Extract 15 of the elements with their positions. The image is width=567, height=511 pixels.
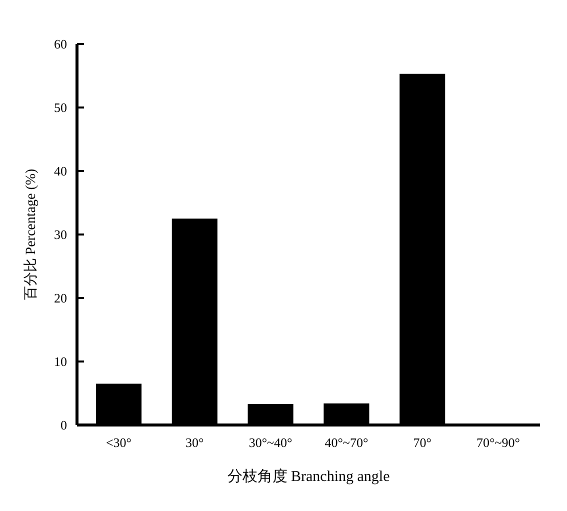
y-tick-label: 20 — [54, 290, 67, 306]
x-tick-label: 70°~90° — [476, 435, 520, 450]
x-axis-title: 分枝角度 Branching angle — [227, 468, 390, 485]
y-axis-title: 百分比 Percentage (%) — [23, 168, 39, 300]
x-tick-label: 40°~70° — [324, 435, 368, 450]
y-tick-label: 40 — [54, 164, 67, 179]
x-tick-label: 30°~40° — [248, 435, 292, 450]
y-tick-label: 60 — [54, 36, 67, 52]
y-tick-label: 30 — [54, 227, 67, 242]
x-tick-label: 70° — [413, 435, 432, 450]
y-tick-label: 0 — [60, 418, 67, 433]
x-tick-label: <30° — [106, 435, 132, 450]
y-tick-label: 10 — [54, 354, 67, 370]
x-tick-label: 30° — [186, 435, 204, 450]
y-tick-label: 50 — [54, 100, 67, 116]
